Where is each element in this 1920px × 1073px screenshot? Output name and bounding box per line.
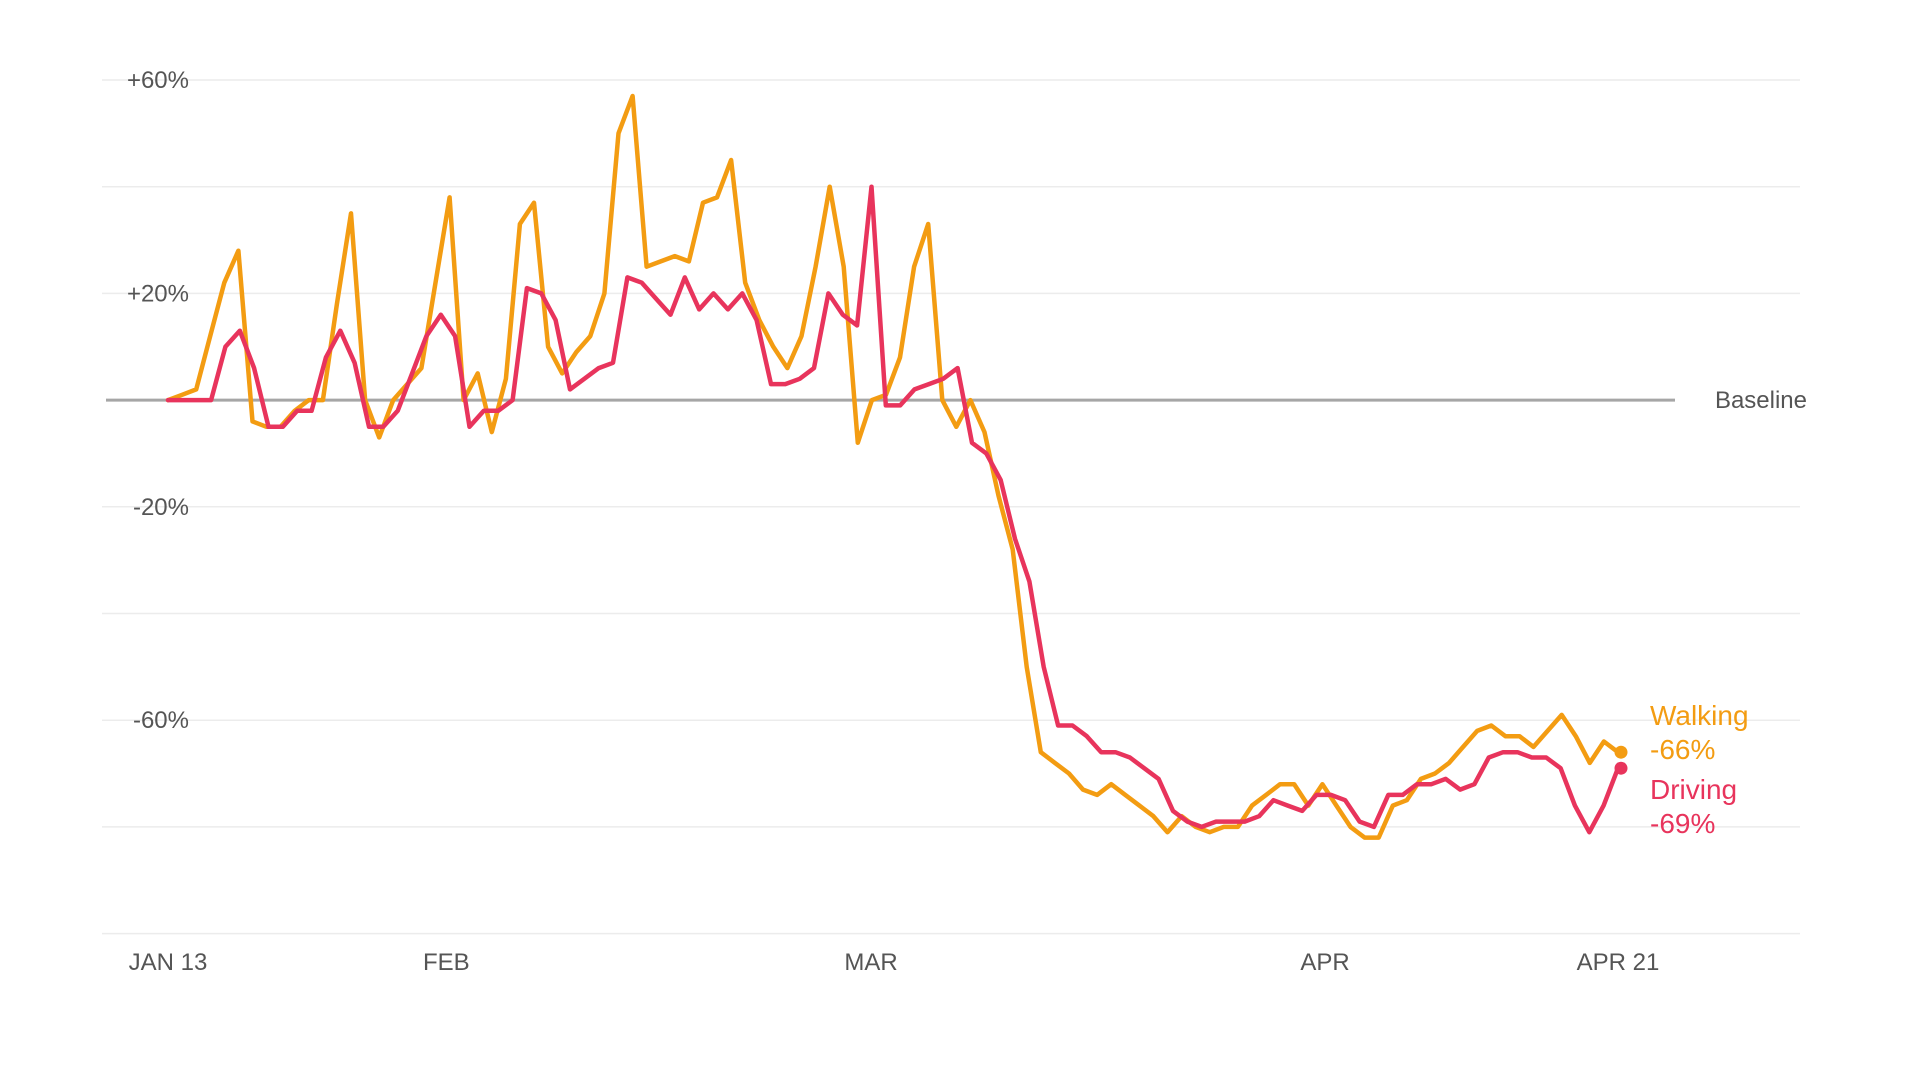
driving-series-label: Driving [1650,774,1737,805]
x-axis-ticks: JAN 13 FEB MAR APR APR 21 [129,949,1660,976]
x-tick-label: FEB [423,949,470,976]
y-tick-label: +60% [127,67,189,94]
baseline-label: Baseline [1715,387,1807,414]
x-tick-label: APR 21 [1577,949,1660,976]
x-tick-label: APR [1300,949,1349,976]
x-tick-label: MAR [844,949,897,976]
series-end-labels: Walking -66% Driving -69% [1650,700,1749,839]
driving-end-value-label: -69% [1650,808,1715,839]
y-tick-label: -60% [133,707,189,734]
driving-end-point [1614,761,1628,775]
y-tick-label: +20% [127,280,189,307]
walking-end-value-label: -66% [1650,734,1715,765]
walking-series-label: Walking [1650,700,1749,731]
gridlines [102,79,1800,935]
y-tick-label: -20% [133,494,189,521]
walking-end-point [1614,745,1628,759]
series-lines [165,93,1628,840]
x-tick-label: JAN 13 [129,949,208,976]
walking-line [165,93,1621,840]
y-axis-ticks: +60% +20% -20% -60% [127,67,189,734]
driving-line [165,184,1621,835]
